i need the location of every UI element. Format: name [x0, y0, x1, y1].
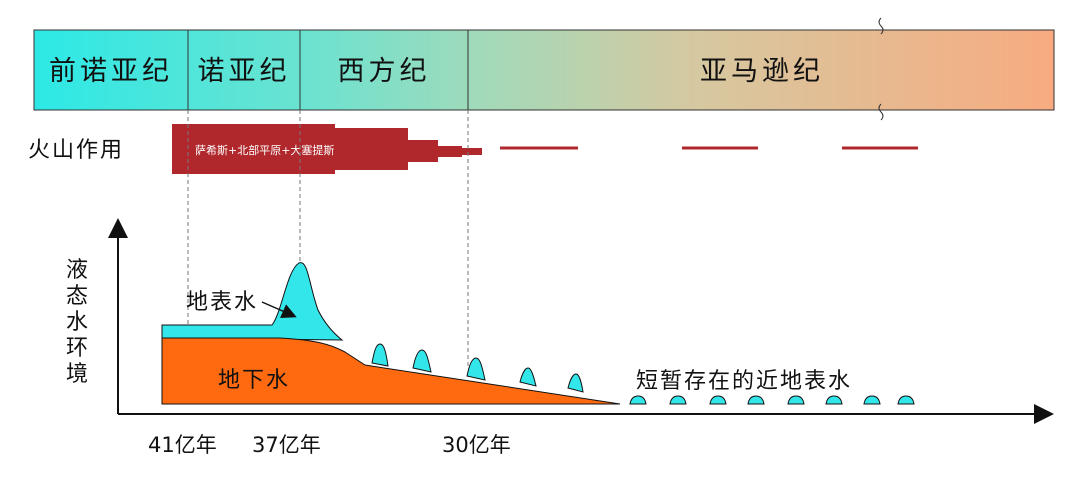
- period-label-amazonian: 亚马逊纪: [700, 56, 824, 87]
- water-bump: [466, 357, 486, 381]
- time-tick-41: 41亿年: [148, 433, 217, 457]
- y-axis-label: 液 态 水 环 境: [66, 258, 88, 387]
- period-label-pre-noachian: 前诺亚纪: [49, 56, 173, 87]
- volcanism-row: 火山作用 萨希斯+北部平原+大塞提斯: [28, 124, 918, 174]
- water-bump: [787, 395, 805, 405]
- volcanism-label: 火山作用: [28, 138, 124, 163]
- y-axis-char: 态: [66, 284, 88, 309]
- water-bump: [669, 395, 687, 405]
- water-bump: [747, 395, 765, 405]
- water-bump: [897, 395, 915, 405]
- timeline-band: [33, 29, 1055, 111]
- transient-water-bumps-flat: [629, 395, 915, 405]
- time-tick-30: 30亿年: [442, 433, 511, 457]
- y-axis-char: 环: [66, 336, 88, 361]
- transient-water-label: 短暂存在的近地表水: [636, 369, 852, 394]
- water-bump: [629, 395, 647, 405]
- surface-water-pointer: [261, 301, 297, 319]
- transient-water-bumps-slope: [371, 343, 584, 393]
- water-bump: [567, 373, 584, 393]
- volcanism-bar-text: 萨希斯+北部平原+大塞提斯: [195, 143, 334, 157]
- groundwater-area: [161, 337, 621, 405]
- water-bump: [825, 395, 843, 405]
- surface-water-area: [161, 262, 344, 341]
- volcanism-bar: [172, 124, 482, 174]
- water-bump: [371, 343, 389, 367]
- time-tick-37: 37亿年: [252, 433, 321, 457]
- groundwater-label: 地下水: [218, 368, 290, 393]
- period-timeline: 前诺亚纪 诺亚纪 西方纪 亚马逊纪: [33, 17, 1055, 121]
- time-break-mark-top: [878, 17, 884, 35]
- water-bump: [412, 349, 432, 373]
- time-break-mark-bottom: [878, 103, 884, 121]
- period-label-noachian: 诺亚纪: [198, 56, 291, 87]
- period-label-hesperian: 西方纪: [338, 56, 431, 87]
- surface-water-label: 地表水: [186, 290, 258, 315]
- water-bump: [863, 395, 881, 405]
- y-axis-char: 液: [66, 258, 88, 283]
- water-bump: [519, 367, 537, 387]
- water-bump: [709, 395, 727, 405]
- y-axis-char: 水: [66, 310, 88, 335]
- boundary-guides: [187, 110, 469, 368]
- y-axis-char: 境: [66, 362, 88, 387]
